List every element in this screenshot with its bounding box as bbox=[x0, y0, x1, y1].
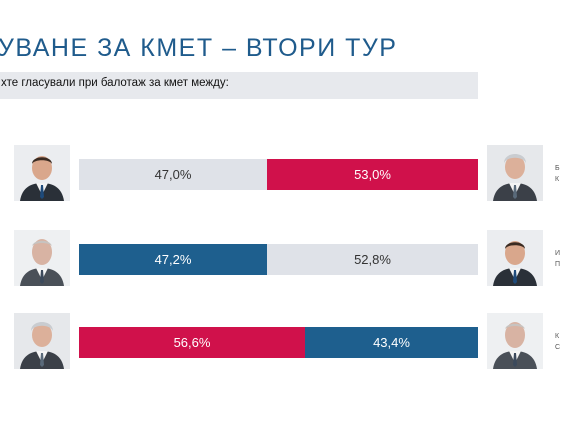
candidate-photo-c bbox=[14, 230, 70, 286]
bar-segment-left: 47,2% bbox=[79, 244, 267, 275]
right-label-line-1: И bbox=[555, 250, 561, 257]
matchup-row-2: 47,2% 52,8% И П bbox=[0, 230, 561, 288]
bar-segment-right: 43,4% bbox=[305, 327, 478, 358]
bar-segment-right: 52,8% bbox=[267, 244, 478, 275]
data-label-right: 43,4% bbox=[373, 335, 410, 350]
right-label-line-2: П bbox=[555, 261, 561, 268]
matchup-bar: 47,0% 53,0% bbox=[79, 159, 478, 190]
data-label-right: 53,0% bbox=[354, 167, 391, 182]
data-label-right: 52,8% bbox=[354, 252, 391, 267]
bar-segment-left: 47,0% bbox=[79, 159, 267, 190]
candidate-photo-c bbox=[487, 313, 543, 369]
right-candidate-label: Б К bbox=[555, 163, 561, 185]
right-candidate-label: К С bbox=[555, 331, 561, 353]
bar-segment-right: 53,0% bbox=[267, 159, 478, 190]
question-text: хте гласували при балотаж за кмет между: bbox=[1, 77, 229, 89]
bar-segment-left: 56,6% bbox=[79, 327, 305, 358]
data-label-left: 47,2% bbox=[154, 252, 192, 267]
question-band: хте гласували при балотаж за кмет между: bbox=[0, 72, 478, 99]
data-label-left: 47,0% bbox=[154, 167, 192, 182]
right-label-line-2: С bbox=[555, 344, 561, 351]
candidate-photo-a bbox=[487, 230, 543, 286]
matchup-row-3: 56,6% 43,4% К С bbox=[0, 313, 561, 371]
matchup-bar: 47,2% 52,8% bbox=[79, 244, 478, 275]
right-label-line-2: К bbox=[555, 176, 560, 183]
candidate-photo-a bbox=[14, 145, 70, 201]
candidate-photo-b bbox=[14, 313, 70, 369]
candidate-photo-b bbox=[487, 145, 543, 201]
page-title: УВАНЕ ЗА КМЕТ – ВТОРИ ТУР bbox=[0, 34, 398, 62]
right-label-line-1: Б bbox=[555, 165, 560, 172]
right-candidate-label: И П bbox=[555, 248, 561, 270]
matchup-bar: 56,6% 43,4% bbox=[79, 327, 478, 358]
matchup-row-1: 47,0% 53,0% Б К bbox=[0, 145, 561, 203]
right-label-line-1: К bbox=[555, 333, 560, 340]
data-label-left: 56,6% bbox=[173, 335, 211, 350]
